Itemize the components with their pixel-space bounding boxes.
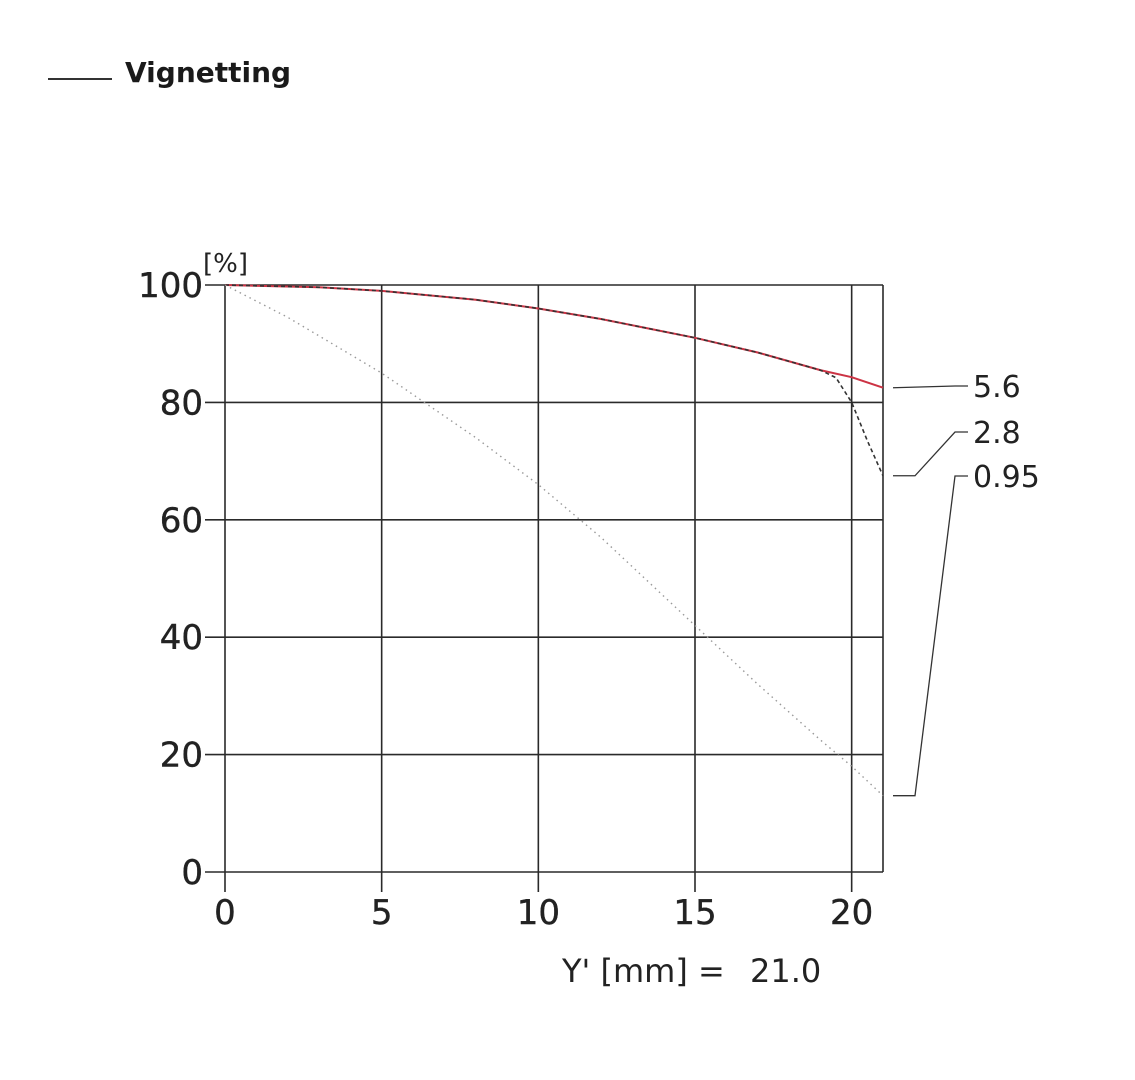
- x-tick-label: 20: [830, 893, 873, 933]
- y-axis-ticks: 0 20 40 60 80 100: [138, 266, 203, 893]
- y-tick-label: 80: [160, 383, 203, 423]
- series-line-0-95: [224, 284, 884, 797]
- series-line-5-6: [224, 284, 884, 389]
- series-group: [224, 284, 884, 797]
- y-tick-label: 100: [138, 266, 203, 306]
- series-label-2-8: 2.8: [973, 416, 1021, 451]
- x-tick-label: 15: [673, 893, 716, 933]
- y-axis-unit: [%]: [203, 249, 248, 279]
- y-tick-label: 0: [181, 853, 203, 893]
- x-tick-label: 0: [214, 893, 236, 933]
- x-axis-label-value: 21.0: [750, 952, 821, 990]
- y-tick-label: 40: [160, 618, 203, 658]
- grid: [205, 284, 884, 892]
- chart-title: Vignetting: [125, 56, 291, 89]
- series-callouts: 5.6 2.8 0.95: [892, 370, 1040, 797]
- x-tick-label: 10: [517, 893, 560, 933]
- y-tick-label: 20: [160, 736, 203, 776]
- x-axis-ticks: 0 5 10 15 20: [214, 893, 874, 933]
- callout-line-5-6: [892, 385, 968, 389]
- series-label-0-95: 0.95: [973, 460, 1040, 495]
- series-label-5-6: 5.6: [973, 370, 1021, 405]
- y-tick-label: 60: [160, 501, 203, 541]
- callout-line-0-95: [893, 475, 968, 797]
- callout-line-2-8: [893, 431, 968, 477]
- x-axis-label: Y' [mm] =: [561, 952, 725, 990]
- x-tick-label: 5: [371, 893, 393, 933]
- series-line-2-8: [224, 284, 884, 477]
